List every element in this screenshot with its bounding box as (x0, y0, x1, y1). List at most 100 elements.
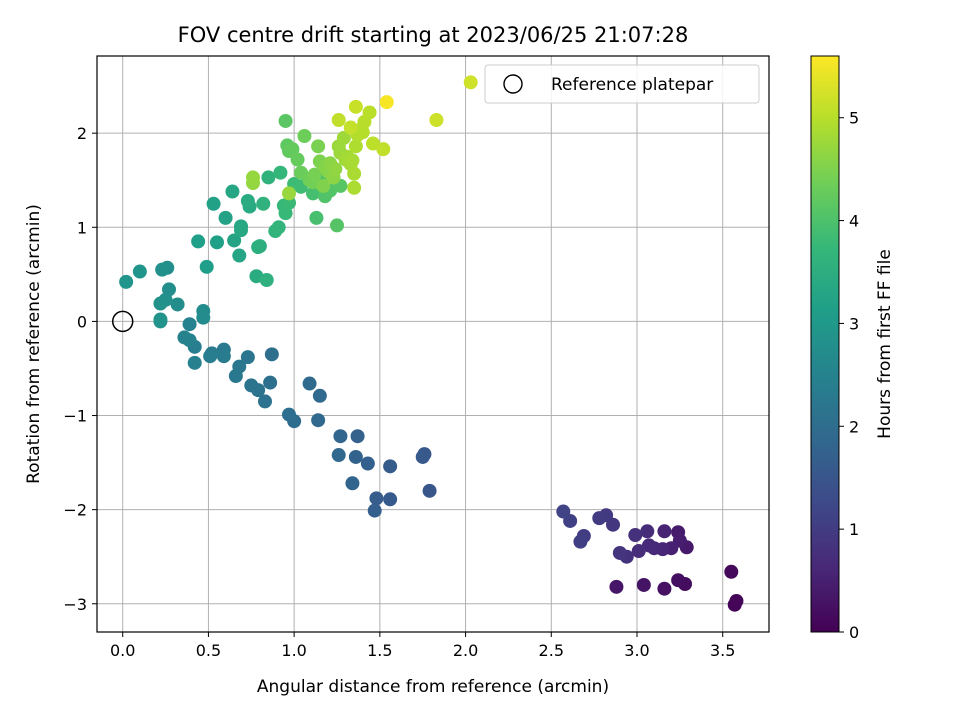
data-point (227, 233, 242, 248)
data-point (350, 429, 365, 444)
data-point (369, 491, 384, 506)
data-point (170, 297, 185, 312)
data-point (228, 369, 243, 383)
data-point (343, 120, 358, 135)
data-point (282, 186, 296, 201)
data-point (191, 234, 206, 249)
data-point (285, 142, 300, 157)
colorbar-label: Hours from first FF file (875, 249, 895, 439)
data-point (264, 347, 279, 362)
x-tick-label: 0.5 (196, 641, 221, 660)
x-tick-label: 3.0 (624, 641, 649, 660)
data-point (348, 449, 363, 464)
data-point (282, 407, 296, 422)
data-point (196, 304, 211, 319)
data-point (724, 564, 739, 579)
data-point (463, 75, 478, 90)
data-point (155, 262, 170, 277)
data-point (177, 330, 192, 345)
x-axis-ticks: 0.0 0.5 1.0 1.5 2.0 2.5 3.0 3.5 (110, 632, 735, 660)
data-point (216, 349, 231, 364)
data-point (592, 511, 607, 526)
data-point (360, 456, 375, 471)
data-point (290, 152, 305, 167)
x-tick-label: 0.0 (110, 641, 135, 660)
data-point (331, 113, 346, 127)
data-point (251, 240, 266, 255)
data-point (259, 273, 274, 287)
data-point (348, 99, 363, 114)
data-point (345, 153, 360, 168)
colorbar-tick-label: 2 (849, 417, 859, 436)
data-point (345, 476, 360, 491)
data-point (256, 196, 271, 211)
data-point (729, 593, 744, 608)
data-point (187, 355, 202, 370)
x-tick-label: 1.0 (281, 641, 306, 660)
colorbar-gradient (810, 55, 840, 633)
data-point (311, 139, 326, 154)
data-point (307, 167, 322, 182)
y-tick-label: −2 (63, 501, 87, 520)
data-point (628, 528, 643, 543)
data-point (261, 170, 276, 185)
data-point (240, 350, 255, 365)
data-point (240, 193, 255, 208)
plot-frame (96, 55, 770, 633)
data-point (657, 581, 672, 596)
y-tick-label: 2 (77, 124, 87, 143)
data-point (429, 113, 444, 127)
x-tick-label: 2.5 (539, 641, 564, 660)
data-point (573, 534, 588, 549)
data-point (244, 378, 259, 393)
data-point (271, 220, 286, 235)
data-point (232, 248, 247, 263)
legend-reference-marker (503, 74, 523, 94)
data-point (366, 136, 380, 151)
x-tick-label: 3.5 (710, 641, 735, 660)
data-point (258, 394, 272, 409)
data-point (306, 186, 320, 201)
data-point (297, 129, 312, 143)
data-point (636, 577, 651, 592)
data-point (330, 218, 344, 233)
colorbar-ticks: 0 1 2 3 4 5 (839, 109, 859, 642)
y-tick-label: 0 (77, 312, 87, 331)
data-point (311, 413, 326, 428)
y-tick-label: −3 (63, 595, 87, 614)
data-point (609, 579, 624, 594)
data-point (273, 165, 288, 180)
colorbar-tick-label: 0 (849, 623, 859, 642)
data-point (132, 264, 147, 279)
data-point (347, 180, 362, 195)
data-point (631, 544, 646, 559)
reference-platepar-marker (111, 310, 134, 333)
data-point (218, 210, 233, 225)
data-point (153, 314, 168, 329)
data-point (182, 317, 197, 332)
data-point (362, 105, 377, 120)
chart-title: FOV centre drift starting at 2023/06/25 … (178, 23, 689, 47)
data-point (309, 210, 324, 225)
data-point (383, 459, 398, 474)
data-point (348, 139, 363, 154)
data-point (376, 142, 391, 157)
y-axis-label: Rotation from reference (arcmin) (24, 204, 44, 484)
data-point (246, 170, 260, 185)
data-point (336, 130, 351, 145)
data-point (206, 196, 221, 211)
data-point (302, 376, 317, 391)
data-point (640, 524, 655, 539)
legend: Reference platepar (484, 64, 760, 104)
x-axis-label: Angular distance from reference (arcmin) (257, 677, 609, 697)
colorbar-tick-label: 5 (849, 109, 859, 128)
data-point (331, 448, 346, 463)
data-point (333, 429, 348, 444)
data-point (119, 274, 134, 289)
y-axis-ticks: −3 −2 −1 0 1 2 (63, 124, 97, 614)
data-point (316, 178, 331, 193)
data-point (383, 492, 398, 507)
data-point (415, 449, 430, 464)
data-point (234, 223, 248, 238)
